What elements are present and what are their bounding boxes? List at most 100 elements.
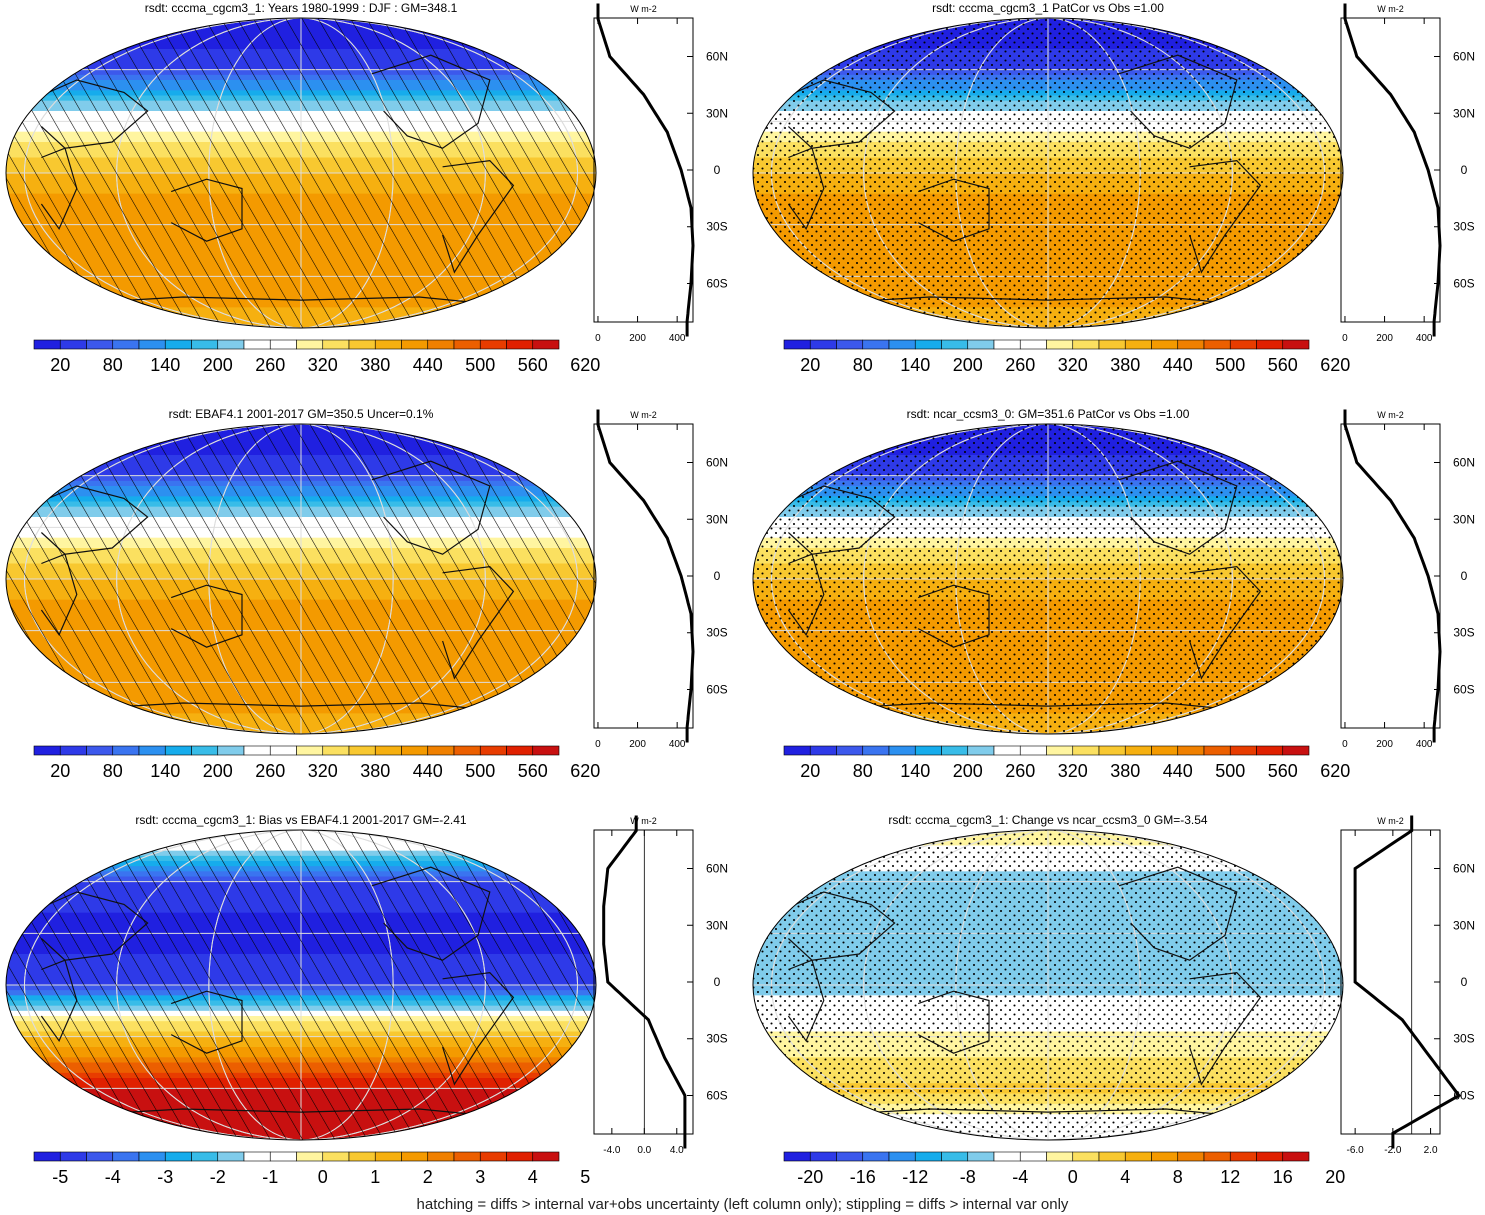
colorbar-box [243, 745, 271, 756]
colorbar-box [1072, 1151, 1100, 1162]
zonal-profile: 60N 30N 0 30S 60S 0 200 400 W m-2 [593, 409, 728, 750]
colorbar-box [1177, 1151, 1205, 1162]
profile-curve [1343, 3, 1442, 337]
colorbar-label: 200 [953, 355, 983, 375]
colorbar-label: -4 [105, 1167, 121, 1187]
map-p2 [753, 18, 1343, 328]
colorbar-box [479, 1151, 507, 1162]
profile-curve [1343, 409, 1442, 743]
zonal-profile: 60N 30N 0 30S 60S 0 200 400 W m-2 [1340, 3, 1475, 344]
colorbar-box [1203, 745, 1231, 756]
colorbar-label: 20 [800, 355, 820, 375]
panel-title: rsdt: cccma_cgcm3_1 PatCor vs Obs =1.00 [932, 1, 1164, 15]
profile-xlabel: -2.0 [1384, 1145, 1402, 1156]
colorbar-box [322, 745, 350, 756]
colorbar-box [532, 1151, 560, 1162]
colorbar-box [138, 745, 166, 756]
colorbar-box [1046, 1151, 1074, 1162]
colorbar-box [967, 1151, 995, 1162]
colorbar-box [348, 1151, 376, 1162]
profile-ylabel: 60S [1453, 1088, 1474, 1102]
colorbar-box [1098, 745, 1126, 756]
colorbar-label: 320 [308, 761, 338, 781]
map-p4 [753, 424, 1343, 734]
panel-title: rsdt: cccma_cgcm3_1: Years 1980-1999 : D… [145, 1, 458, 15]
profile-ylabel: 30N [1453, 106, 1475, 120]
colorbar-label: 0 [1068, 1167, 1078, 1187]
profile-ylabel: 30N [1453, 918, 1475, 932]
profile-ylabel: 30N [706, 106, 728, 120]
colorbar-label: 440 [1163, 761, 1193, 781]
footer-note: hatching = diffs > internal var+obs unce… [416, 1196, 1069, 1213]
colorbar-box [1046, 339, 1074, 350]
colorbar-label: 20 [800, 761, 820, 781]
colorbar-box [86, 339, 114, 350]
colorbar-box [1256, 745, 1284, 756]
colorbar-label: 140 [150, 355, 180, 375]
colorbar-box [1151, 339, 1179, 350]
stippling-overlay [753, 18, 1343, 328]
colorbar-label: 5 [580, 1167, 590, 1187]
profile-unit: W m-2 [1377, 816, 1404, 826]
profile-ylabel: 0 [714, 163, 721, 177]
colorbar-label: -5 [52, 1167, 68, 1187]
colorbar-box [941, 339, 969, 350]
profile-ylabel: 60S [706, 276, 727, 290]
colorbar-box [348, 339, 376, 350]
colorbar-box [809, 745, 837, 756]
profile-ylabel: 30N [706, 512, 728, 526]
colorbar-label: 380 [360, 355, 390, 375]
colorbar-box [322, 1151, 350, 1162]
profile-unit: W m-2 [630, 410, 657, 420]
colorbar-box [1072, 339, 1100, 350]
colorbar-label: -1 [262, 1167, 278, 1187]
colorbar-box [1282, 745, 1310, 756]
colorbar-box [164, 745, 192, 756]
colorbar-label: 500 [1215, 761, 1245, 781]
profile-ylabel: 30S [1453, 220, 1474, 234]
zonal-profile: 60N 30N 0 30S 60S -4.0 0.0 4.0 W m-2 [593, 815, 728, 1156]
colorbar-box [1019, 1151, 1047, 1162]
colorbar-box [112, 1151, 140, 1162]
profile-frame [1340, 17, 1441, 323]
profile-xlabel: 0 [595, 739, 601, 750]
colorbar-label: 80 [103, 355, 123, 375]
stippling-overlay [753, 424, 1343, 734]
colorbar-label: -8 [960, 1167, 976, 1187]
profile-ylabel: 60N [1453, 50, 1475, 64]
colorbar-box [862, 1151, 890, 1162]
colorbar-label: 500 [1215, 355, 1245, 375]
colorbar-label: 260 [1005, 355, 1035, 375]
profile-ylabel: 0 [1461, 163, 1468, 177]
colorbar-label: 560 [518, 355, 548, 375]
colorbar-box [967, 339, 995, 350]
colorbar-label: 320 [1058, 761, 1088, 781]
zonal-profile: 60N 30N 0 30S 60S -6.0 -2.0 2.0 W m-2 [1340, 815, 1475, 1156]
profile-xlabel: 400 [669, 333, 686, 344]
colorbar-label: -3 [157, 1167, 173, 1187]
colorbar-label: 16 [1273, 1167, 1293, 1187]
colorbar-box [914, 1151, 942, 1162]
colorbar-label: 620 [1320, 355, 1350, 375]
colorbar-box [1124, 339, 1152, 350]
colorbar-box [1203, 339, 1231, 350]
panel-p2: rsdt: cccma_cgcm3_1 PatCor vs Obs =1.00 2… [752, 1, 1475, 375]
colorbar-box [164, 1151, 192, 1162]
colorbar-box [1256, 1151, 1284, 1162]
colorbar-box [1019, 745, 1047, 756]
colorbar-label: 560 [1268, 761, 1298, 781]
profile-ylabel: 60N [706, 862, 728, 876]
colorbar-box [1019, 339, 1047, 350]
panel-p3: rsdt: EBAF4.1 2001-2017 GM=350.5 Uncer=0… [5, 407, 728, 781]
colorbar-label: 20 [50, 761, 70, 781]
colorbar-box [191, 339, 219, 350]
colorbar-label: 620 [570, 355, 600, 375]
colorbar-box [1046, 745, 1074, 756]
colorbar-label: 260 [255, 355, 285, 375]
colorbar-box [243, 1151, 271, 1162]
profile-xlabel: 4.0 [670, 1145, 684, 1156]
colorbar-label: 140 [150, 761, 180, 781]
colorbar-label: 1 [370, 1167, 380, 1187]
colorbar-label: 320 [308, 355, 338, 375]
profile-curve [602, 815, 687, 1149]
